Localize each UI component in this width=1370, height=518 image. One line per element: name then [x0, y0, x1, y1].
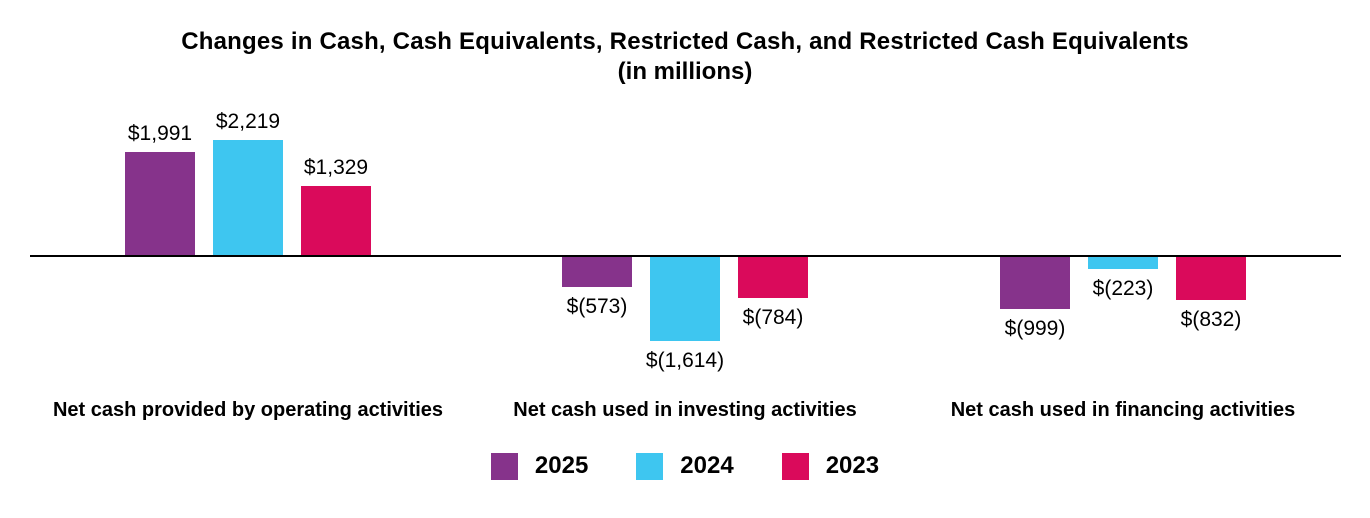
bar-2025-category-1 [562, 257, 632, 287]
chart-subtitle: (in millions) [617, 58, 753, 85]
category-label-0: Net cash provided by operating activitie… [52, 399, 444, 421]
legend-label-2023: 2023 [825, 452, 880, 479]
legend-item-2024: 2024 [636, 452, 734, 480]
bar-2023-category-1 [738, 257, 808, 298]
bar-2024-category-2 [1088, 257, 1158, 269]
bar-2025-category-2 [1000, 257, 1070, 309]
value-label-2025-category-2: $(999) [1004, 317, 1066, 340]
value-label-2025-category-0: $1,991 [127, 122, 193, 145]
value-label-2024-category-2: $(223) [1092, 277, 1154, 300]
value-label-2024-category-1: $(1,614) [645, 349, 725, 372]
value-label-2025-category-1: $(573) [566, 295, 628, 318]
bar-2025-category-0 [125, 152, 195, 255]
legend: 2025 2024 2023 [0, 452, 1370, 480]
legend-swatch-2025 [490, 452, 518, 480]
bar-2024-category-0 [213, 140, 283, 255]
legend-item-2023: 2023 [781, 452, 880, 480]
bar-2024-category-1 [650, 257, 720, 341]
bar-2023-category-0 [301, 186, 371, 255]
legend-item-2025: 2025 [490, 452, 589, 480]
legend-label-2025: 2025 [534, 452, 589, 479]
category-label-1: Net cash used in investing activities [513, 399, 857, 421]
bar-2023-category-2 [1176, 257, 1246, 300]
value-label-2023-category-0: $1,329 [303, 156, 369, 179]
value-label-2024-category-0: $2,219 [215, 110, 281, 133]
legend-swatch-2023 [781, 452, 809, 480]
category-label-2: Net cash used in financing activities [950, 399, 1296, 421]
x-axis-line [30, 255, 1341, 257]
legend-label-2024: 2024 [680, 452, 734, 479]
value-label-2023-category-1: $(784) [742, 306, 804, 329]
legend-swatch-2024 [636, 452, 664, 480]
value-label-2023-category-2: $(832) [1180, 308, 1242, 331]
chart-title: Changes in Cash, Cash Equivalents, Restr… [181, 28, 1189, 55]
